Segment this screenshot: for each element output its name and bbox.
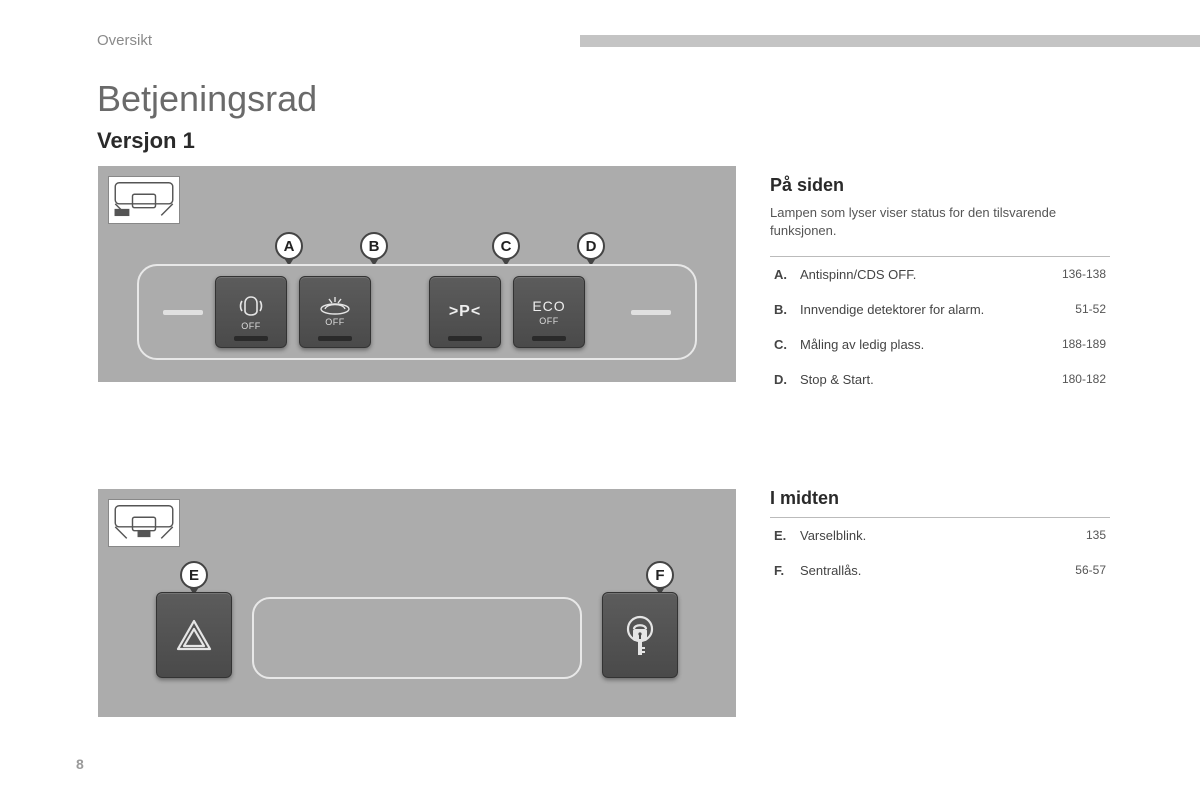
inset-dashboard-icon xyxy=(108,176,180,224)
center-block: I midten E. Varselblink. 135 F. Sentrall… xyxy=(770,488,1110,588)
page-number: 8 xyxy=(76,756,84,772)
car-top-icon xyxy=(319,297,351,315)
row-text: Sentrallås. xyxy=(800,563,1042,578)
row-text: Varselblink. xyxy=(800,528,1042,543)
callout-b: B xyxy=(360,232,388,260)
diagram-side-buttons: A B C D OFF xyxy=(97,165,737,383)
side-block: På siden Lampen som lyser viser status f… xyxy=(770,175,1110,397)
indicator-light xyxy=(532,336,566,341)
center-table: E. Varselblink. 135 F. Sentrallås. 56-57 xyxy=(770,517,1110,588)
indicator-light xyxy=(448,336,482,341)
row-label: E. xyxy=(774,528,800,543)
side-description: Lampen som lyser viser status for den ti… xyxy=(770,204,1110,240)
hazard-triangle-icon xyxy=(174,615,214,655)
callout-f: F xyxy=(646,561,674,589)
indicator-light xyxy=(234,336,268,341)
car-skid-icon xyxy=(238,293,264,319)
button-parking-space[interactable]: >P< xyxy=(429,276,501,348)
row-text: Antispinn/CDS OFF. xyxy=(800,267,1042,282)
callout-e: E xyxy=(180,561,208,589)
row-pages: 188-189 xyxy=(1042,337,1106,352)
table-row: E. Varselblink. 135 xyxy=(770,518,1110,553)
lock-icon xyxy=(623,613,657,657)
slot-indicator xyxy=(631,310,671,315)
callout-c: C xyxy=(492,232,520,260)
section-title: Versjon 1 xyxy=(97,128,195,154)
row-pages: 135 xyxy=(1042,528,1106,543)
table-row: B. Innvendige detektorer for alarm. 51-5… xyxy=(770,292,1110,327)
table-row: C. Måling av ledig plass. 188-189 xyxy=(770,327,1110,362)
top-rule xyxy=(580,35,1200,47)
center-panel-outline xyxy=(252,597,582,679)
side-heading: På siden xyxy=(770,175,1110,196)
button-central-lock[interactable] xyxy=(602,592,678,678)
button-d-main: ECO xyxy=(532,298,565,314)
row-label: B. xyxy=(774,302,800,317)
slot-indicator xyxy=(163,310,203,315)
row-text: Måling av ledig plass. xyxy=(800,337,1042,352)
button-eco-off[interactable]: ECO OFF xyxy=(513,276,585,348)
button-interior-alarm-off[interactable]: OFF xyxy=(299,276,371,348)
breadcrumb: Oversikt xyxy=(97,32,152,49)
button-d-sub: OFF xyxy=(539,316,559,326)
diagram-center-buttons: E F xyxy=(97,488,737,718)
callout-a: A xyxy=(275,232,303,260)
row-label: F. xyxy=(774,563,800,578)
row-pages: 180-182 xyxy=(1042,372,1106,387)
side-table: A. Antispinn/CDS OFF. 136-138 B. Innvend… xyxy=(770,256,1110,397)
row-label: C. xyxy=(774,337,800,352)
table-row: A. Antispinn/CDS OFF. 136-138 xyxy=(770,257,1110,292)
row-label: D. xyxy=(774,372,800,387)
row-pages: 56-57 xyxy=(1042,563,1106,578)
row-text: Stop & Start. xyxy=(800,372,1042,387)
callout-d: D xyxy=(577,232,605,260)
indicator-light xyxy=(318,336,352,341)
button-c-main: >P< xyxy=(449,303,481,321)
button-b-sub: OFF xyxy=(325,317,345,327)
row-pages: 136-138 xyxy=(1042,267,1106,282)
table-row: F. Sentrallås. 56-57 xyxy=(770,553,1110,588)
row-pages: 51-52 xyxy=(1042,302,1106,317)
page-title: Betjeningsrad xyxy=(97,78,317,120)
table-row: D. Stop & Start. 180-182 xyxy=(770,362,1110,397)
button-hazard[interactable] xyxy=(156,592,232,678)
center-heading: I midten xyxy=(770,488,1110,509)
button-strip: OFF OFF >P< xyxy=(137,264,697,360)
button-antispin-off[interactable]: OFF xyxy=(215,276,287,348)
button-a-sub: OFF xyxy=(241,321,261,331)
inset-dashboard-icon xyxy=(108,499,180,547)
row-text: Innvendige detektorer for alarm. xyxy=(800,302,1042,317)
row-label: A. xyxy=(774,267,800,282)
